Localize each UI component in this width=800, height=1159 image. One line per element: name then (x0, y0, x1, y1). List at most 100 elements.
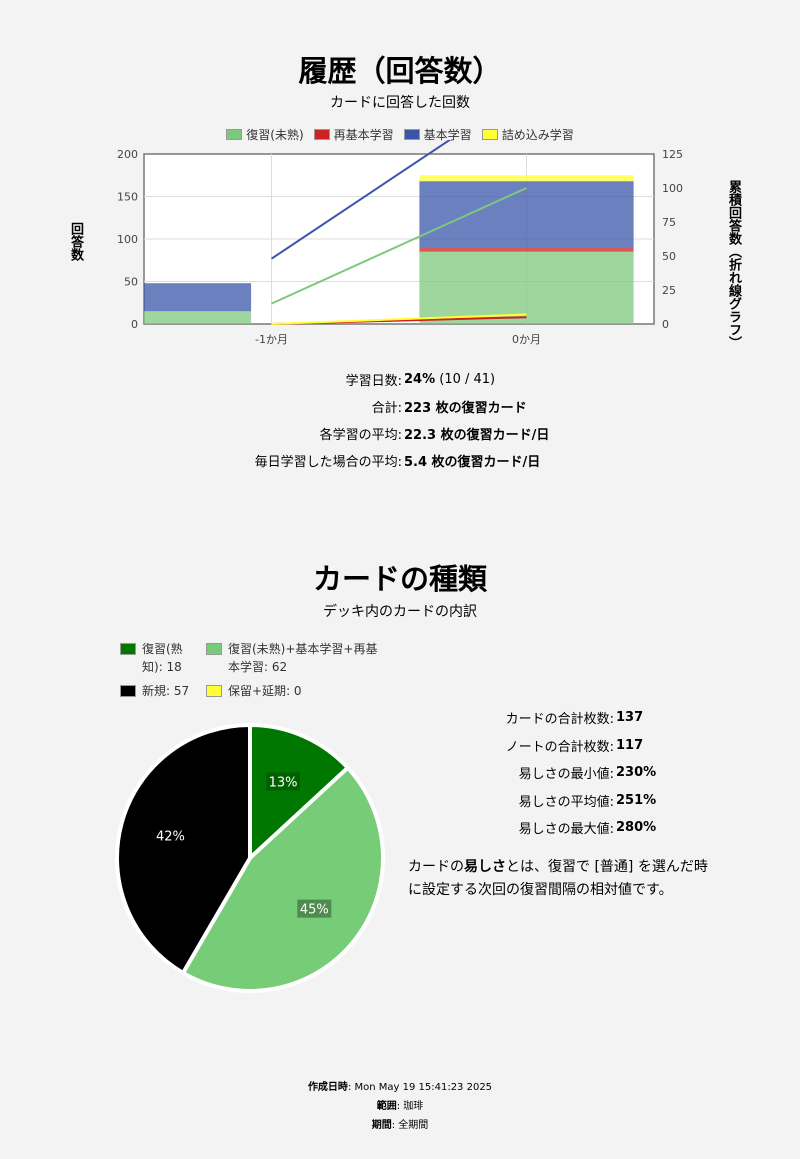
stat-value: 5.4 枚の復習カード/日 (404, 455, 541, 470)
legend-item: 再基本学習 (313, 126, 394, 143)
pie-legend-item: 新規: 57 (120, 682, 200, 700)
footer-label: 期間 (371, 1120, 392, 1131)
legend-label: 復習(未熟)+基本学習+再基本学習 (228, 642, 378, 674)
y-tick-label: 200 (117, 148, 138, 161)
pie-slice (248, 722, 351, 863)
bar-segment (419, 251, 634, 324)
stat-label: 易しさの平均値: (518, 794, 614, 810)
stat-label: 学習日数: (345, 374, 402, 389)
cards-title: カードの種類 (312, 562, 487, 596)
stat-label: ノートの合計枚数: (505, 739, 614, 755)
stat-value: 223 枚の復習カード (404, 401, 527, 416)
pie-label-bg (266, 772, 301, 791)
stat-value: 137 (616, 710, 644, 726)
footer-value: : 全期間 (391, 1120, 429, 1131)
footer-scope: 範囲: 珈琲 (0, 1097, 800, 1116)
legend-label: 復習(熟知) (142, 642, 183, 674)
legend-item: 詰め込み学習 (481, 126, 574, 143)
footer-generated: 作成日時: Mon May 19 15:41:23 2025 (0, 1078, 800, 1097)
pie-label-bg (297, 899, 332, 918)
legend-label: 詰め込み学習 (501, 128, 574, 142)
legend-label: 新規 (142, 684, 167, 698)
stat-value: 24% (404, 372, 436, 387)
stat-row: 合計: 223 枚の復習カード (0, 393, 800, 420)
stat-label: 毎日学習した場合の平均: (254, 455, 402, 470)
stat-label: 易しさの最小値: (518, 767, 614, 783)
ease-note: カードの易しさとは、復習で [普通] を選んだ時に設定する次回の復習間隔の相対値… (408, 856, 708, 902)
stat-row: 毎日学習した場合の平均: 5.4 枚の復習カード/日 (0, 447, 800, 474)
footer-value: : 珈琲 (396, 1101, 424, 1112)
pie-percent-label: 13% (269, 775, 298, 790)
cumulative-line (270, 140, 452, 260)
note-text: とは、復習で [普通] を選んだ時に設定する次回の復習間隔の相対値です。 (408, 859, 708, 898)
stat-value: 230% (616, 765, 657, 781)
legend-swatch (120, 643, 136, 655)
cumulative-line (271, 313, 527, 325)
legend-count: 18 (166, 660, 182, 674)
cumulative-line (271, 187, 527, 305)
y2-tick-label: 50 (662, 250, 676, 263)
stat-label: 易しさの最大値: (518, 822, 614, 838)
footer-label: 範囲 (376, 1101, 397, 1112)
y-tick-label: 100 (117, 233, 138, 246)
legend-swatch (120, 685, 136, 697)
y2-tick-label: 0 (662, 318, 669, 331)
legend-item: 復習(未熟) (226, 126, 304, 143)
pie-percent-label: 45% (300, 903, 329, 918)
stat-row: ノートの合計枚数: 117 (400, 732, 700, 760)
stat-value: 117 (616, 737, 644, 753)
legend-swatch (226, 129, 243, 140)
footer-label: 作成日時 (307, 1082, 348, 1093)
y-axis-title: 回答数 (68, 222, 83, 261)
stat-value: 22.3 枚の復習カード/日 (404, 428, 550, 443)
footer-period: 期間: 全期間 (0, 1116, 800, 1135)
legend-swatch (313, 129, 330, 140)
bar-segment (144, 311, 252, 324)
legend-swatch (206, 643, 222, 655)
stat-label: 各学習の平均: (319, 428, 402, 443)
legend-swatch (206, 685, 222, 697)
history-subtitle: カードに回答した回数 (330, 95, 470, 111)
bar-segment (144, 283, 252, 312)
legend-label: 基本学習 (423, 128, 472, 142)
stat-label: 合計: (371, 401, 402, 416)
y2-axis-title: 累積回答数（折れ線グラフ） (726, 180, 741, 349)
stat-row: カードの合計枚数: 137 (400, 704, 700, 732)
pie-legend-item: 復習(熟知): 18 (120, 640, 200, 676)
card-types-pie: 13% 45% 42% (115, 722, 385, 993)
bar-segment (419, 175, 634, 182)
note-text: カードの (408, 859, 464, 875)
stat-detail: (10 / 41) (435, 372, 496, 387)
stat-value: 251% (616, 792, 657, 808)
history-stats: 学習日数: 24% (10 / 41) 合計: 223 枚の復習カード 各学習の平均… (0, 366, 800, 474)
history-title: 履歴（回答数） (298, 54, 502, 88)
y2-tick-label: 25 (662, 284, 676, 297)
pie-slice (115, 722, 252, 976)
y-tick-label: 50 (124, 276, 138, 289)
legend-item: 基本学習 (403, 126, 472, 143)
y2-tick-label: 125 (662, 148, 683, 161)
legend-count: 57 (173, 684, 190, 698)
stat-row: 易しさの平均値: 251% (400, 787, 700, 815)
y-tick-label: 150 (117, 191, 138, 204)
stat-label: カードの合計枚数: (505, 712, 614, 728)
stat-value: 280% (616, 820, 657, 836)
legend-swatch (481, 129, 498, 140)
cards-subtitle: デッキ内のカードの内訳 (323, 604, 477, 620)
stat-row: 易しさの最小値: 230% (400, 759, 700, 787)
x-tick-label: -1か月 (255, 333, 288, 346)
bar-segment (419, 247, 634, 252)
stat-row: 学習日数: 24% (10 / 41) (0, 366, 800, 393)
pie-legend-item: 保留+延期: 0 (206, 682, 386, 700)
legend-count: 0 (293, 684, 302, 698)
pie-percent-label: 42% (156, 830, 185, 845)
stat-row: 易しさの最大値: 280% (400, 814, 700, 842)
pie-legend-item: 復習(未熟)+基本学習+再基本学習: 62 (206, 640, 386, 676)
bar-segment (419, 181, 634, 248)
legend-label: 保留+延期 (228, 684, 287, 698)
note-emphasis: 易しさ (464, 859, 506, 875)
legend-label: 再基本学習 (333, 128, 394, 142)
footer: 作成日時: Mon May 19 15:41:23 2025 範囲: 珈琲 期間… (0, 1078, 800, 1135)
y2-tick-label: 100 (662, 182, 683, 195)
legend-count: 62 (271, 660, 288, 674)
